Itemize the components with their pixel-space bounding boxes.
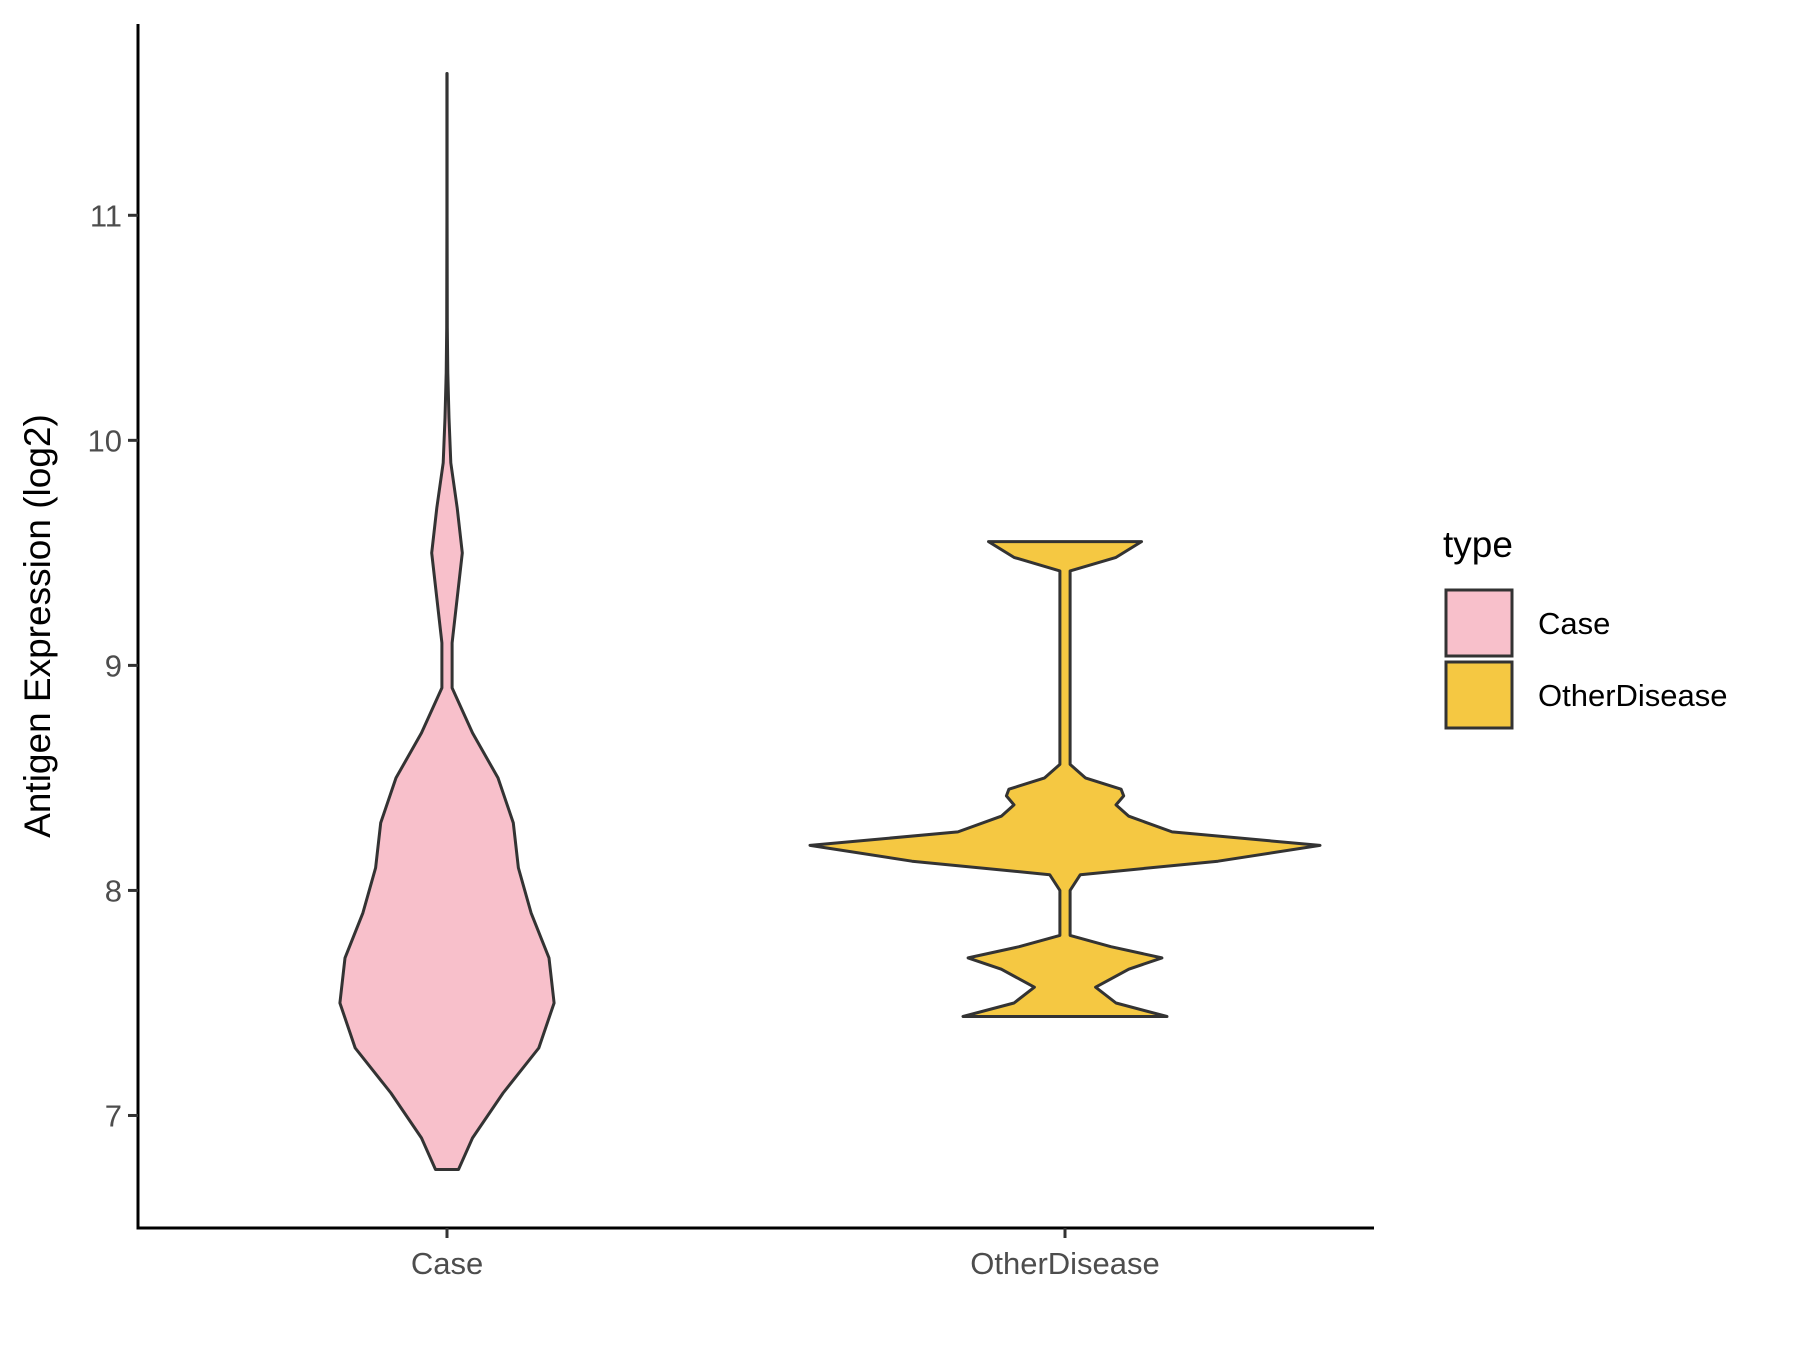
- y-tick-label: 7: [105, 1098, 122, 1133]
- legend-label-otherdisease: OtherDisease: [1538, 678, 1728, 713]
- axes: 7 8 9 10 11 Case OtherDisease: [88, 24, 1374, 1281]
- x-tick-label: Case: [411, 1246, 483, 1281]
- y-axis-title: Antigen Expression (log2): [17, 414, 58, 838]
- legend: type Case OtherDisease: [1443, 524, 1728, 730]
- plot-area: [338, 72, 1322, 1171]
- violin-otherdisease: [808, 540, 1322, 1018]
- legend-key-case: [1444, 588, 1514, 658]
- legend-label-case: Case: [1538, 606, 1610, 641]
- legend-title: type: [1443, 524, 1513, 565]
- y-tick-label: 9: [105, 648, 122, 683]
- y-tick-label: 8: [105, 873, 122, 908]
- violin-case: [338, 72, 556, 1171]
- y-tick-label: 10: [88, 423, 122, 458]
- y-tick-label: 11: [90, 198, 122, 233]
- x-tick-label: OtherDisease: [970, 1246, 1160, 1281]
- legend-key-otherdisease: [1444, 660, 1514, 730]
